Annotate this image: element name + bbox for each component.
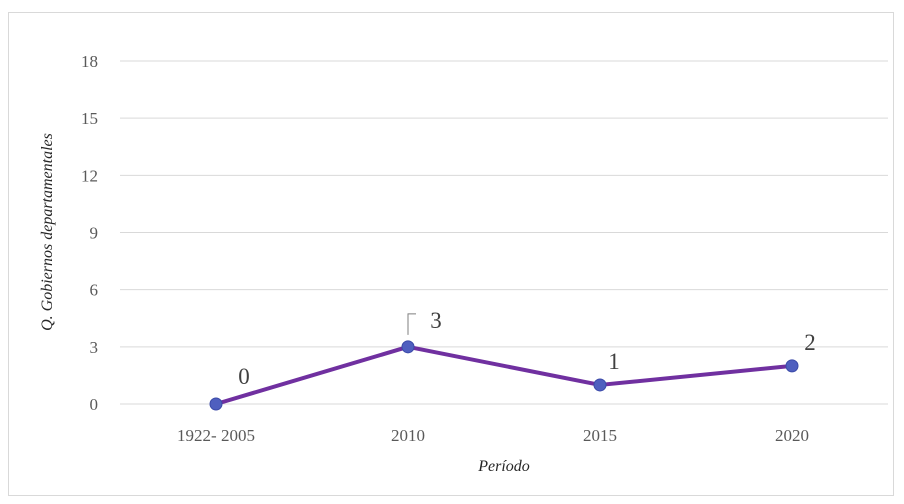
gridlines	[120, 60, 888, 405]
x-tick-0: 1922- 2005	[177, 426, 255, 445]
x-tick-1: 2010	[391, 426, 425, 445]
y-tick-18: 18	[81, 52, 98, 71]
x-tick-2: 2015	[583, 426, 617, 445]
data-label-2: 1	[608, 349, 620, 374]
x-tick-labels: 1922- 2005 2010 2015 2020	[177, 426, 809, 445]
data-point-1	[401, 340, 415, 354]
data-label-3: 2	[804, 330, 816, 355]
y-tick-labels: 0 3 6 9 12 15 18	[81, 52, 98, 414]
data-label-0: 0	[238, 364, 250, 389]
series-line	[214, 344, 794, 406]
data-point-0	[209, 397, 223, 411]
y-tick-15: 15	[81, 109, 98, 128]
label-leader-line	[407, 313, 416, 335]
y-tick-0: 0	[90, 395, 99, 414]
y-tick-9: 9	[90, 224, 99, 243]
data-point-2	[593, 378, 607, 392]
y-axis-title: Q. Gobiernos departamentales	[39, 133, 56, 331]
series-polyline	[214, 344, 794, 406]
y-tick-3: 3	[90, 338, 99, 357]
y-tick-6: 6	[90, 281, 99, 300]
x-axis-title: Período	[477, 458, 530, 475]
data-points	[209, 340, 799, 411]
x-tick-3: 2020	[775, 426, 809, 445]
data-labels: 0 3 1 2	[238, 308, 816, 389]
y-tick-12: 12	[81, 166, 98, 185]
data-point-3	[785, 359, 799, 373]
data-label-1: 3	[430, 308, 442, 333]
chart-frame	[8, 12, 894, 496]
